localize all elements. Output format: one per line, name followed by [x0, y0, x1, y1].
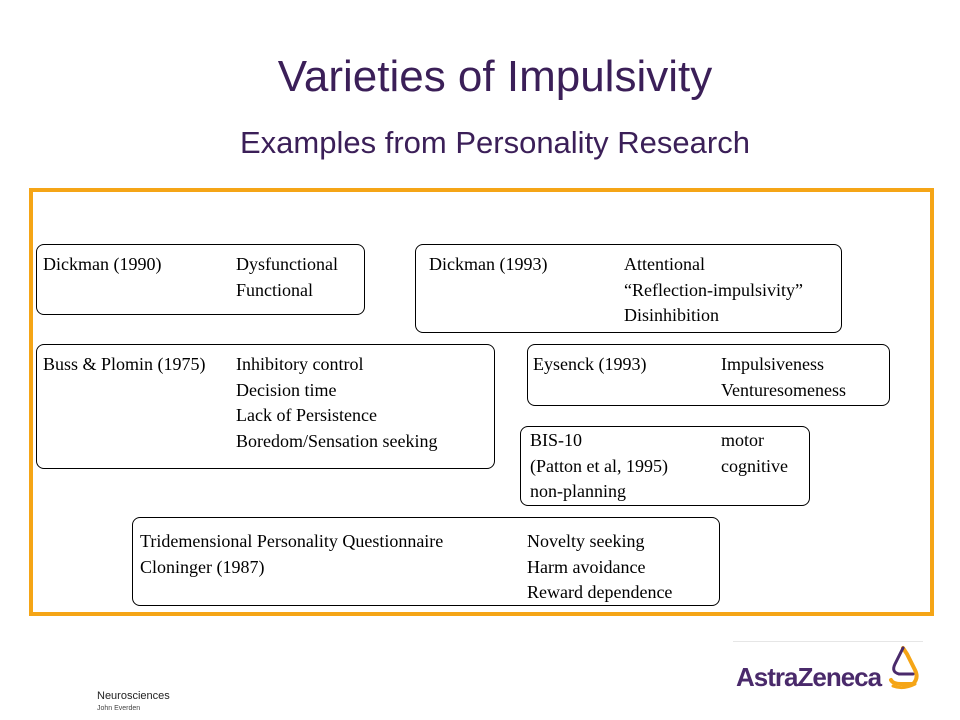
box-factor-line: Dysfunctional: [236, 254, 338, 274]
box-source-line: Cloninger (1987): [140, 556, 265, 577]
footer-department: Neurosciences: [97, 690, 170, 702]
box-factor-line: Reward dependence: [527, 582, 673, 602]
astrazeneca-swirl-icon: [889, 646, 919, 690]
box-source-line: non-planning: [530, 481, 626, 501]
buss-plomin-box: Buss & Plomin (1975) Inhibitory control …: [36, 344, 495, 469]
bis-10-box: BIS-10 (Patton et al, 1995) non-planning…: [520, 426, 810, 506]
box-factor-line: Inhibitory control: [236, 354, 364, 374]
astrazeneca-logo: AstraZeneca: [733, 641, 923, 692]
eysenck-box: Eysenck (1993) Impulsiveness Venturesome…: [527, 344, 890, 406]
box-factor-line: Attentional: [624, 254, 705, 274]
slide-title: Varieties of Impulsivity: [277, 52, 713, 101]
box-source-line: Eysenck (1993): [533, 354, 647, 374]
box-factor-line: Decision time: [236, 379, 337, 400]
box-source-line: Dickman (1993): [429, 254, 548, 274]
box-source-line: Buss & Plomin (1975): [43, 354, 206, 374]
box-factor-line: Novelty seeking: [527, 531, 645, 551]
box-factor-line: Harm avoidance: [527, 556, 646, 577]
tpq-box: Tridemensional Personality Questionnaire…: [132, 517, 720, 606]
box-source-line: Tridemensional Personality Questionnaire: [140, 531, 444, 551]
box-factor-line: Impulsiveness: [721, 354, 824, 374]
box-factor-line: Venturesomeness: [721, 379, 846, 400]
box-factor-line: Lack of Persistence: [236, 405, 377, 425]
dickman-1990-box: Dickman (1990) Dysfunctional Functional: [36, 244, 365, 315]
logo-text: AstraZeneca: [736, 662, 882, 692]
dickman-1993-box: Dickman (1993) Attentional “Reflection-i…: [415, 244, 842, 333]
box-factor-line: Boredom/Sensation seeking: [236, 430, 438, 451]
box-factor-line: Disinhibition: [624, 305, 720, 325]
box-factor-line: “Reflection-impulsivity”: [624, 279, 803, 300]
box-factor-line: Functional: [236, 279, 313, 300]
box-source-line: Dickman (1990): [43, 254, 162, 274]
slide-subtitle: Examples from Personality Research: [240, 125, 750, 160]
footer-author: John Everden: [97, 705, 141, 712]
box-source-line: (Patton et al, 1995): [530, 455, 668, 476]
content-frame: [29, 188, 934, 616]
box-factor-line: cognitive: [721, 455, 788, 476]
box-source-line: BIS-10: [530, 430, 583, 450]
box-factor-line: motor: [721, 430, 764, 450]
